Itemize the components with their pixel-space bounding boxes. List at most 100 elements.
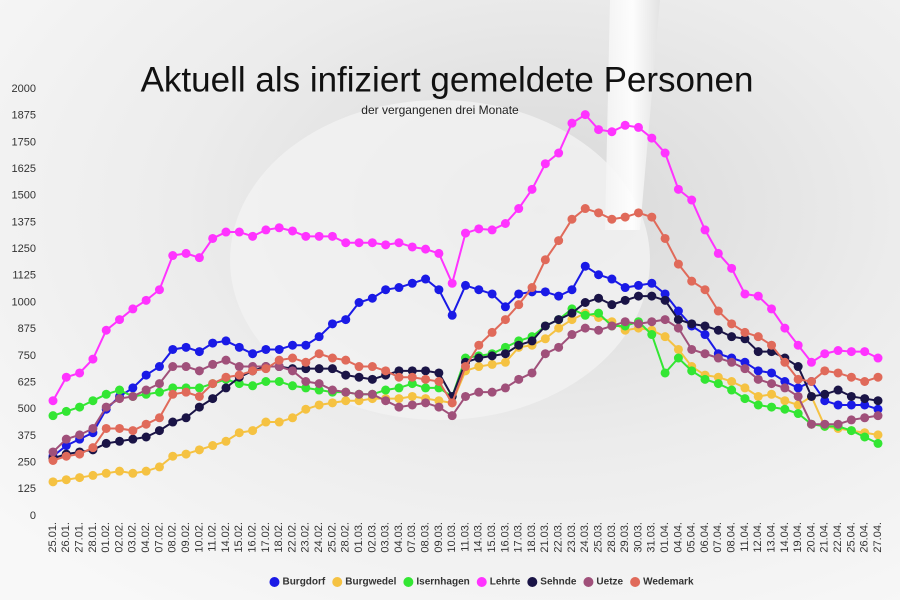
data-point <box>407 278 417 288</box>
data-point <box>833 385 843 395</box>
data-point <box>594 293 604 303</box>
data-point <box>806 357 816 367</box>
data-point <box>580 204 590 214</box>
x-tick-label: 16.02. <box>247 522 259 553</box>
data-point <box>354 298 364 307</box>
x-tick-label: 18.03. <box>526 522 538 553</box>
data-point <box>540 255 550 265</box>
data-point <box>673 344 683 354</box>
data-point <box>594 270 604 280</box>
data-point <box>474 353 484 363</box>
data-point <box>394 238 404 248</box>
data-point <box>261 344 271 354</box>
data-point <box>208 233 218 243</box>
legend-item: Lehrte <box>476 577 521 588</box>
data-point <box>687 319 697 329</box>
data-point <box>221 336 231 346</box>
data-point <box>154 462 164 472</box>
y-tick-label: 125 <box>18 483 36 495</box>
data-point <box>514 289 524 299</box>
data-point <box>48 396 58 406</box>
data-point <box>288 340 298 350</box>
x-tick-label: 08.02. <box>167 522 179 553</box>
data-point <box>727 332 737 342</box>
data-point <box>301 364 311 374</box>
data-point <box>394 402 404 412</box>
data-point <box>88 354 98 364</box>
x-tick-label: 12.04. <box>752 522 764 553</box>
data-point <box>261 225 271 235</box>
data-point <box>846 426 856 436</box>
data-point <box>248 349 258 359</box>
data-point <box>274 355 284 365</box>
data-point <box>48 447 58 457</box>
data-point <box>500 349 510 359</box>
data-point <box>554 291 564 301</box>
x-tick-label: 11.04. <box>739 522 751 552</box>
data-point <box>500 383 510 393</box>
data-point <box>101 423 111 433</box>
data-point <box>793 391 803 401</box>
data-point <box>75 368 85 378</box>
data-point <box>141 466 151 476</box>
plot: 0 125 250 375 500 625 750 875 1000 1125 1250 1375 15… <box>12 83 884 553</box>
data-point <box>673 259 683 269</box>
data-point <box>673 184 683 194</box>
data-point <box>580 298 590 307</box>
data-point <box>660 233 670 243</box>
data-point <box>647 133 657 143</box>
data-point <box>820 366 830 376</box>
data-point <box>461 228 470 238</box>
y-tick-label: 1375 <box>12 216 36 228</box>
data-point <box>607 214 617 224</box>
x-tick-label: 31.03. <box>646 522 658 553</box>
legend-label: Sehnde <box>540 577 577 588</box>
x-tick-label: 04.04. <box>672 522 684 553</box>
data-point <box>61 406 71 416</box>
data-point <box>820 419 830 429</box>
data-point <box>274 376 284 386</box>
data-point <box>567 330 577 340</box>
data-point <box>354 372 364 382</box>
x-tick-label: 14.02. <box>220 522 232 553</box>
x-tick-label: 11.03. <box>459 522 471 552</box>
data-point <box>75 449 85 459</box>
data-point <box>274 344 284 354</box>
legend-label: Wedemark <box>643 577 694 588</box>
data-point <box>447 411 457 421</box>
data-point <box>713 372 723 382</box>
data-point <box>288 226 298 236</box>
x-tick-label: 25.03. <box>592 522 604 553</box>
data-point <box>594 125 604 135</box>
data-point <box>860 347 870 357</box>
data-point <box>860 413 870 423</box>
x-tick-label: 02.03. <box>366 522 378 553</box>
data-point <box>514 374 524 384</box>
data-point <box>740 289 750 299</box>
x-tick-label: 09.02. <box>180 522 192 553</box>
data-point <box>234 342 244 352</box>
data-point <box>527 184 537 194</box>
data-point <box>687 276 697 286</box>
data-point <box>727 357 737 367</box>
data-point <box>846 372 856 382</box>
y-tick-label: 1000 <box>12 296 36 308</box>
data-point <box>88 423 98 433</box>
data-point <box>673 323 683 333</box>
data-point <box>580 261 590 271</box>
data-point <box>434 396 444 406</box>
x-tick-label: 28.01. <box>87 522 99 553</box>
data-point <box>248 426 258 436</box>
y-tick-label: 875 <box>18 323 36 335</box>
data-point <box>48 477 58 487</box>
x-tick-label: 21.03. <box>539 522 551 553</box>
data-point <box>860 400 870 410</box>
data-point <box>341 387 351 397</box>
x-tick-label: 10.03. <box>446 522 458 553</box>
data-point <box>700 285 710 295</box>
x-tick-label: 14.03. <box>473 522 485 553</box>
data-point <box>554 342 564 352</box>
data-point <box>846 415 856 425</box>
data-point <box>713 353 723 363</box>
